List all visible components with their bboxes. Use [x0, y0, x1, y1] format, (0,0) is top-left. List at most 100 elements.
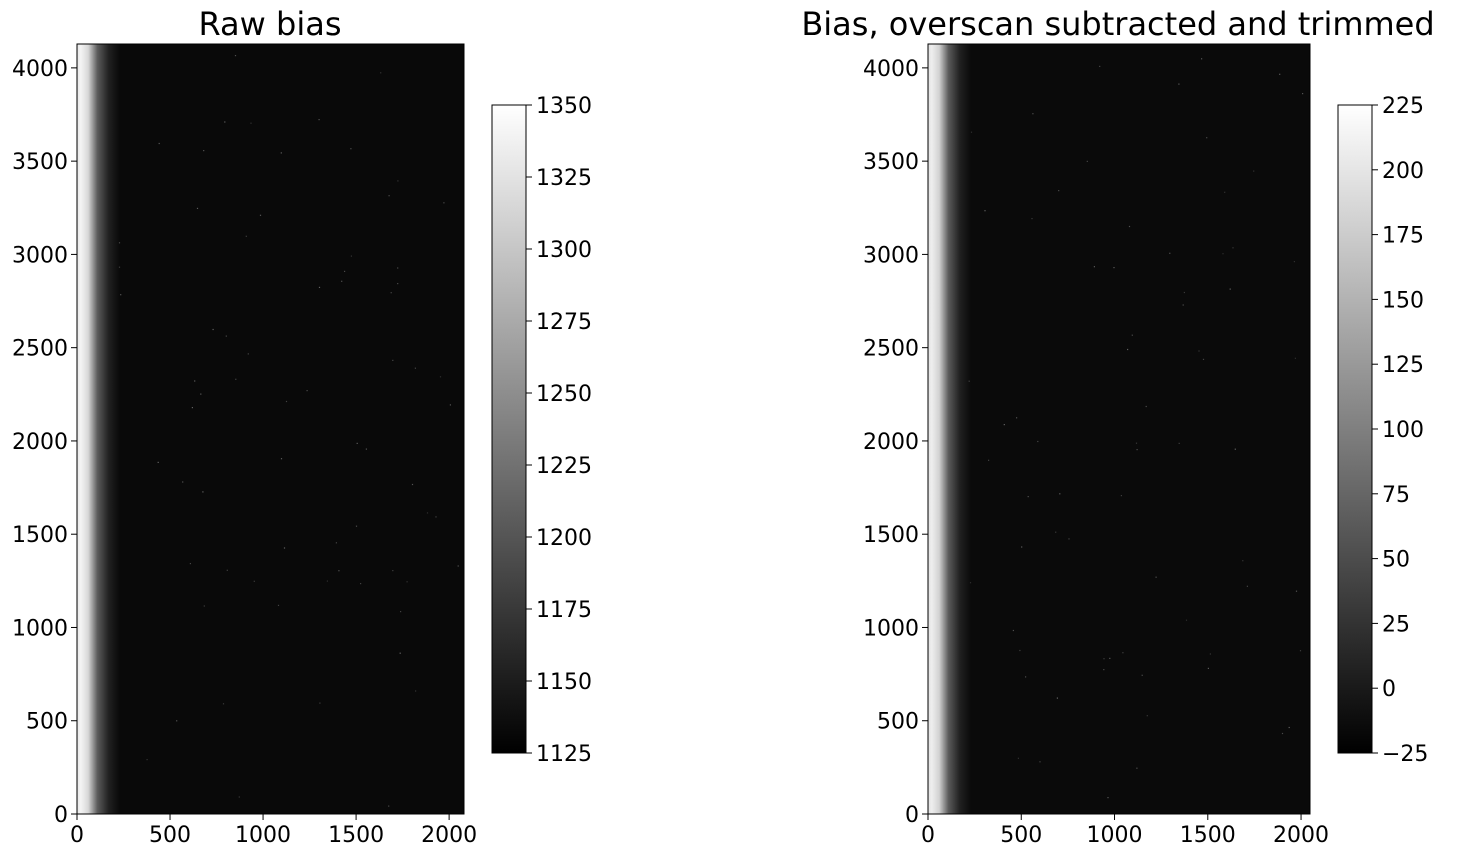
raw-bias-colorbar-ticks: 1125 1150 1175 1200 1225 1250 1275 1300 1325 1350 [526, 94, 592, 767]
raw-bias-panel: Raw bias 0 500 1000 1500 2000 0 500 1000 1500 20… [12, 5, 592, 848]
corrected-bias-colorbar-tick-label: 125 [1382, 353, 1424, 378]
corrected-bias-hot-pixel [1017, 757, 1019, 759]
corrected-bias-hot-pixel [1229, 288, 1231, 290]
corrected-bias-axes-frame [927, 43, 1311, 815]
corrected-bias-y-tick-label: 3000 [863, 243, 919, 268]
corrected-bias-hot-pixel [1135, 442, 1138, 444]
corrected-bias-x-tick-label: 1000 [1087, 823, 1143, 848]
corrected-bias-hot-pixel [1293, 261, 1295, 263]
raw-bias-y-tick-label: 3500 [12, 150, 68, 175]
raw-bias-hot-pixel [355, 525, 358, 527]
corrected-bias-hot-pixel [1295, 590, 1298, 592]
raw-bias-hot-pixel [222, 703, 225, 705]
corrected-bias-y-tick-label: 4000 [863, 57, 919, 82]
raw-bias-hot-pixel [118, 266, 121, 268]
raw-bias-hot-pixel [157, 461, 159, 463]
corrected-bias-hot-pixel [1232, 247, 1234, 249]
corrected-bias-hot-pixel [1021, 546, 1023, 548]
raw-bias-hot-pixel [224, 121, 226, 123]
raw-bias-hot-pixel [212, 328, 214, 331]
corrected-bias-hot-pixel [1224, 191, 1226, 193]
corrected-bias-hot-pixel [1294, 357, 1296, 359]
raw-bias-colorbar-tick-label: 1325 [536, 166, 592, 191]
corrected-bias-y-tick-label: 3500 [863, 150, 919, 175]
corrected-bias-y-tick-label: 2500 [863, 337, 919, 362]
corrected-bias-hot-pixel [1246, 585, 1248, 587]
raw-bias-hot-pixel [392, 570, 394, 572]
corrected-bias-y-tick-label: 1000 [863, 616, 919, 641]
corrected-bias-y-tick-label: 500 [877, 710, 919, 735]
raw-bias-colorbar-tick-label: 1150 [536, 670, 592, 695]
raw-bias-hot-pixel [189, 563, 191, 565]
corrected-bias-hot-pixel [1207, 667, 1209, 669]
raw-bias-hot-pixel [259, 214, 262, 216]
corrected-bias-hot-pixel [1146, 715, 1148, 717]
raw-bias-hot-pixel [397, 180, 399, 182]
raw-bias-hot-pixel [225, 335, 227, 337]
corrected-bias-panel: Bias, overscan subtracted and trimmed 0 5… [801, 5, 1434, 848]
corrected-bias-hot-pixels [968, 58, 1304, 799]
raw-bias-hot-pixel [203, 150, 205, 152]
corrected-bias-colorbar [1338, 105, 1372, 753]
corrected-bias-hot-pixel [1185, 619, 1188, 621]
raw-bias-hot-pixel [392, 359, 394, 361]
raw-bias-y-tick-label: 1500 [12, 523, 68, 548]
corrected-bias-hot-pixel [1281, 732, 1284, 735]
raw-bias-y-tick-label: 2500 [12, 337, 68, 362]
corrected-bias-hot-pixel [1120, 495, 1122, 497]
raw-bias-hot-pixel [397, 267, 399, 269]
raw-bias-hot-pixel [457, 565, 459, 567]
raw-bias-hot-pixel [285, 400, 288, 403]
corrected-bias-hot-pixel [1178, 83, 1180, 85]
corrected-bias-hot-pixel [1145, 405, 1147, 408]
corrected-bias-hot-pixel [969, 582, 972, 584]
corrected-bias-x-tick-label: 500 [1000, 823, 1042, 848]
raw-bias-hot-pixel [414, 367, 416, 369]
raw-bias-hot-pixel [238, 796, 240, 798]
corrected-bias-hot-pixel [1039, 761, 1041, 763]
raw-bias-hot-pixel [280, 458, 283, 460]
raw-bias-hot-pixel [326, 580, 328, 582]
corrected-bias-hot-pixel [1103, 669, 1105, 671]
raw-bias-axes-frame [76, 43, 465, 815]
raw-bias-hot-pixel [390, 292, 392, 294]
corrected-bias-hot-pixel [1113, 267, 1115, 269]
raw-bias-y-tick-label: 0 [54, 803, 68, 828]
corrected-bias-hot-pixel [1055, 531, 1057, 533]
corrected-bias-hot-pixel [1183, 291, 1185, 294]
corrected-bias-x-tick-label: 1500 [1180, 823, 1236, 848]
corrected-bias-hot-pixel [1222, 253, 1224, 255]
corrected-bias-hot-pixel [1202, 358, 1205, 360]
corrected-bias-hot-pixel [1136, 449, 1138, 451]
corrected-bias-image [928, 44, 1310, 814]
raw-bias-hot-pixel [388, 805, 390, 807]
raw-bias-colorbar-tick-label: 1175 [536, 598, 592, 623]
raw-bias-colorbar-tick-label: 1125 [536, 742, 592, 767]
corrected-bias-hot-pixel [1086, 160, 1088, 162]
raw-bias-hot-pixel [194, 380, 196, 382]
corrected-bias-hot-pixel [1103, 658, 1105, 660]
corrected-bias-hot-pixel [1016, 417, 1018, 419]
raw-bias-hot-pixels [118, 55, 459, 807]
corrected-bias-title: Bias, overscan subtracted and trimmed [801, 5, 1434, 43]
raw-bias-title: Raw bias [199, 5, 342, 43]
corrected-bias-hot-pixel [1198, 350, 1200, 352]
raw-bias-hot-pixel [234, 55, 237, 57]
corrected-bias-colorbar-tick-label: −25 [1382, 742, 1428, 767]
raw-bias-colorbar-tick-label: 1200 [536, 526, 592, 551]
raw-bias-colorbar-tick-label: 1250 [536, 382, 592, 407]
raw-bias-y-tick-label: 3000 [12, 243, 68, 268]
raw-bias-y-tick-label: 1000 [12, 616, 68, 641]
raw-bias-hot-pixel [182, 481, 184, 483]
corrected-bias-colorbar-tick-label: 50 [1382, 548, 1410, 573]
raw-bias-hot-pixel [235, 378, 237, 380]
corrected-bias-colorbar-tick-label: 75 [1382, 483, 1410, 508]
raw-bias-hot-pixel [350, 255, 352, 257]
raw-bias-colorbar-tick-label: 1225 [536, 454, 592, 479]
raw-bias-hot-pixel [283, 547, 286, 549]
corrected-bias-hot-pixel [1025, 676, 1027, 678]
corrected-bias-hot-pixel [1131, 334, 1133, 336]
raw-bias-x-tick-label: 1500 [328, 823, 384, 848]
corrected-bias-hot-pixel [1209, 653, 1211, 655]
raw-bias-hot-pixel [202, 491, 204, 493]
